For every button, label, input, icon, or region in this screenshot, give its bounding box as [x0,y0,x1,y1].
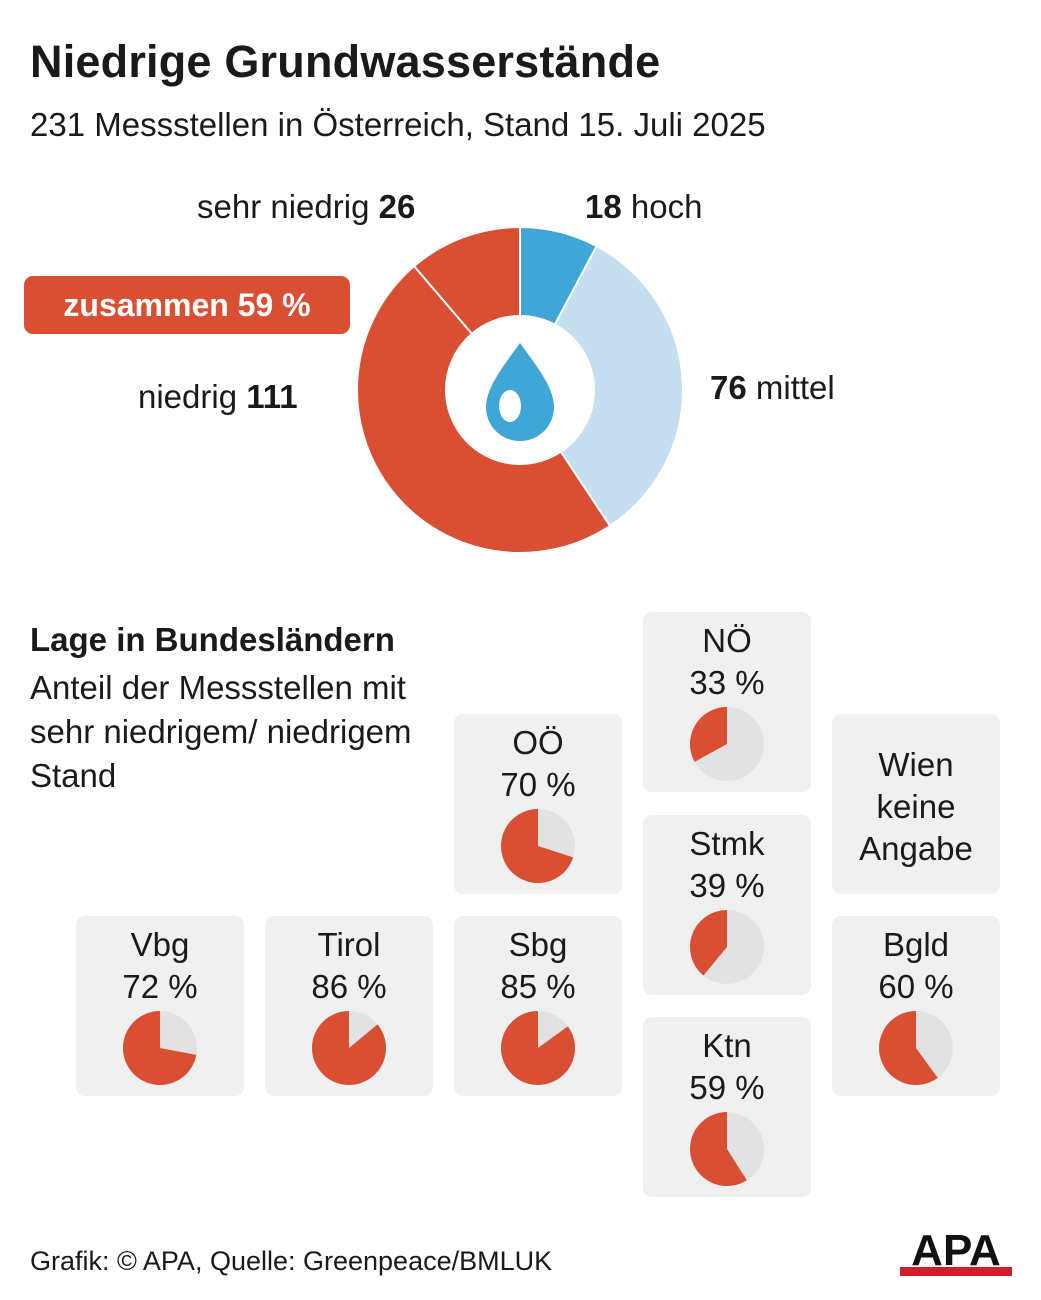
state-percent: 86 % [311,968,387,1005]
state-tile: Sbg 85 % [454,916,622,1096]
donut-slice-niedrig [356,264,612,554]
state-percent: keine Angabe [859,788,973,867]
svg-text:APA: APA [911,1228,1001,1275]
state-name: Ktn [702,1027,752,1064]
state-pie [879,1011,953,1085]
donut-label-mittel: 76 mittel [710,369,835,406]
state-name: Vbg [130,926,190,963]
apa-logo: APA [900,1228,1012,1276]
state-percent: 59 % [689,1069,765,1106]
pie-slice-low [690,1112,747,1186]
pie-slice-low [123,1011,197,1085]
state-tile: Tirol 86 % [265,916,433,1096]
pie-slice-low [312,1011,386,1085]
pie-slice-low [879,1011,938,1085]
pie-slice-low [501,1011,575,1085]
state-name: Sbg [508,926,568,963]
chart-subtitle: 231 Messstellen in Österreich, Stand 15.… [30,106,766,143]
pie-slice-low [690,707,727,762]
state-tile: Stmk 39 % [643,815,811,995]
state-name: OÖ [512,724,564,761]
state-pie [312,1011,386,1085]
donut-slice-sehr-niedrig [412,225,521,336]
state-tile: NÖ 33 % [643,612,811,792]
footer-credit: Grafik: © APA, Quelle: Greenpeace/BMLUK [30,1246,553,1276]
chart-title: Niedrige Grundwasserstände [30,36,661,87]
section-description: Anteil der Messstellen mit sehr niedrige… [30,669,412,794]
state-pie [690,910,764,984]
donut-slice-mittel [553,244,684,528]
state-percent: 60 % [878,968,954,1005]
state-pie [501,1011,575,1085]
state-pie [501,809,575,883]
section-title: Lage in Bundesländern [30,621,395,658]
donut-label-hoch: 18 hoch [585,188,703,225]
state-name: NÖ [702,622,752,659]
state-percent: 72 % [122,968,198,1005]
state-pie [123,1011,197,1085]
state-pie [690,1112,764,1186]
state-name: Stmk [689,825,765,862]
state-percent: 33 % [689,664,765,701]
donut-label-niedrig: niedrig 111 [138,378,298,415]
water-drop-icon [486,343,554,441]
state-percent: 70 % [500,766,576,803]
combined-badge: zusammen 59 % [24,276,350,334]
donut-label-sehr-niedrig: sehr niedrig 26 [197,188,416,225]
state-tile: Ktn 59 % [643,1017,811,1197]
state-name: Tirol [317,926,381,963]
state-tile: Wien keine Angabe [832,714,1000,894]
state-name: Bgld [882,926,950,963]
pie-slice-low [501,809,574,883]
state-tile: OÖ 70 % [454,714,622,894]
donut-chart [356,225,684,554]
state-tile: Vbg 72 % [76,916,244,1096]
pie-slice-low [690,910,727,976]
state-percent: 85 % [500,968,576,1005]
state-tile: Bgld 60 % [832,916,1000,1096]
state-percent: 39 % [689,867,765,904]
state-pie [690,707,764,781]
state-name: Wien [878,746,954,783]
